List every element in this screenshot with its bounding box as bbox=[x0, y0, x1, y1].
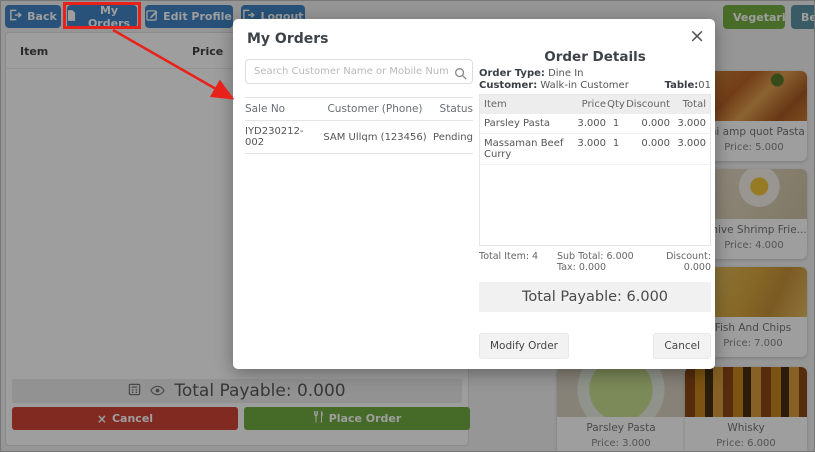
cart-cancel-label: Cancel bbox=[111, 412, 154, 425]
food-name: Parsley Pasta bbox=[586, 422, 656, 434]
food-name: Whisky bbox=[727, 422, 765, 434]
order-search-input[interactable] bbox=[245, 59, 473, 84]
item-row: Massaman Beef Curry 3.000 1 0.000 3.000 bbox=[480, 134, 710, 165]
back-button[interactable]: Back bbox=[5, 5, 61, 28]
items-header-discount: Discount bbox=[626, 99, 670, 110]
item-total: 3.000 bbox=[677, 118, 706, 129]
fork-knife-icon bbox=[313, 411, 324, 426]
modal-cancel-button[interactable]: Cancel bbox=[653, 333, 711, 359]
food-image-parsley-pasta bbox=[557, 367, 685, 417]
discount-total: Discount: 0.000 bbox=[666, 251, 711, 273]
item-price: 3.000 bbox=[577, 118, 606, 129]
category-beverages-button[interactable]: Beverages bbox=[791, 5, 814, 29]
items-header-total: Total bbox=[682, 99, 706, 110]
order-status-badge: Pending bbox=[433, 131, 473, 143]
exit-arrow-icon bbox=[9, 9, 23, 24]
tax: Tax: 0.000 bbox=[557, 262, 607, 273]
item-qty: 1 bbox=[612, 138, 620, 149]
table-number: 01 bbox=[698, 80, 711, 91]
cart-cancel-button[interactable]: × Cancel bbox=[12, 407, 238, 430]
item-name: Massaman Beef Curry bbox=[484, 138, 564, 160]
category-vegetarian-button[interactable]: Vegetarian bbox=[723, 5, 785, 29]
order-row[interactable]: IYD230212-002 SAM Ullqm (123456) Pending bbox=[245, 121, 473, 154]
item-qty: 1 bbox=[612, 118, 620, 129]
edit-profile-button[interactable]: Edit Profile bbox=[145, 5, 233, 28]
order-search bbox=[245, 59, 473, 84]
food-card[interactable]: Parsley Pasta Price: 3.000 bbox=[557, 367, 685, 451]
item-row: Parsley Pasta 3.000 1 0.000 3.000 bbox=[480, 114, 710, 134]
orders-table-header: Sale No Customer (Phone) Status bbox=[245, 97, 473, 121]
place-order-button[interactable]: Place Order bbox=[244, 407, 470, 430]
order-type-value: Dine In bbox=[548, 68, 584, 79]
search-icon[interactable] bbox=[454, 65, 467, 84]
orders-table: Sale No Customer (Phone) Status IYD23021… bbox=[245, 97, 473, 154]
customer-line: Customer: Walk-in Customer Table:01 bbox=[479, 80, 711, 91]
items-header-item: Item bbox=[484, 99, 507, 110]
order-type-label: Order Type: bbox=[479, 68, 545, 79]
header-sale-no: Sale No bbox=[245, 103, 286, 115]
food-name: Chive Shrimp Frie... bbox=[704, 224, 807, 236]
order-details-panel: Order Details Order Type: Dine In Custom… bbox=[479, 49, 711, 359]
edit-profile-label: Edit Profile bbox=[163, 10, 232, 23]
food-price: Price: 3.000 bbox=[591, 438, 651, 449]
edit-pencil-icon bbox=[146, 9, 158, 24]
order-sale-no: IYD230212-002 bbox=[245, 126, 304, 148]
order-totals-row: Total Item: 4 Sub Total: 6.000 Tax: 0.00… bbox=[479, 251, 711, 273]
cart-total-payable-bar: Total Payable: 0.000 bbox=[12, 379, 462, 403]
customer-value: Walk-in Customer bbox=[540, 80, 629, 91]
eye-icon[interactable] bbox=[150, 381, 166, 401]
order-details-heading: Order Details bbox=[544, 49, 646, 65]
food-image-fish-chips bbox=[699, 267, 807, 317]
sub-total: Sub Total: 6.000 bbox=[557, 251, 634, 262]
order-customer-phone: SAM Ullqm (123456) bbox=[323, 131, 427, 143]
item-discount: 0.000 bbox=[641, 138, 670, 149]
modify-order-button[interactable]: Modify Order bbox=[479, 333, 569, 359]
subtotal-tax-block: Sub Total: 6.000 Tax: 0.000 bbox=[557, 251, 647, 273]
my-orders-modal: My Orders × Sale No Customer (Phone) Sta… bbox=[233, 19, 715, 369]
food-price: Price: 4.000 bbox=[724, 240, 784, 251]
items-header-qty: Qty bbox=[607, 99, 625, 110]
food-price: Price: 6.000 bbox=[716, 438, 776, 449]
items-table: Item Price Qty Discount Total Parsley Pa… bbox=[479, 94, 711, 246]
food-name: chi amp quot Pasta bbox=[704, 126, 805, 138]
food-image-fried-rice bbox=[701, 169, 807, 219]
item-price: 3.000 bbox=[577, 138, 606, 149]
cart-column-item: Item bbox=[20, 45, 49, 58]
order-type-line: Order Type: Dine In bbox=[479, 68, 711, 79]
item-total: 3.000 bbox=[677, 138, 706, 149]
food-card[interactable]: Fish And Chips Price: 7.000 bbox=[699, 267, 807, 357]
modal-close-button[interactable]: × bbox=[689, 25, 705, 47]
food-card[interactable]: chi amp quot Pasta Price: 5.000 bbox=[701, 71, 807, 161]
back-label: Back bbox=[27, 10, 57, 23]
header-status: Status bbox=[439, 103, 473, 115]
header-customer-phone: Customer (Phone) bbox=[327, 103, 423, 115]
document-icon bbox=[67, 9, 76, 24]
calculator-icon[interactable] bbox=[128, 381, 141, 401]
items-table-header: Item Price Qty Discount Total bbox=[480, 95, 710, 114]
modal-total-payable: Total Payable: 6.000 bbox=[479, 282, 711, 312]
customer-label: Customer: bbox=[479, 80, 538, 91]
place-order-label: Place Order bbox=[328, 412, 402, 425]
cart-total-payable-text: Total Payable: 0.000 bbox=[174, 381, 346, 401]
food-price: Price: 5.000 bbox=[724, 142, 784, 153]
item-name: Parsley Pasta bbox=[484, 118, 551, 129]
modal-title: My Orders bbox=[247, 31, 329, 47]
food-image-whisky bbox=[685, 367, 807, 417]
food-card[interactable]: Chive Shrimp Frie... Price: 4.000 bbox=[701, 169, 807, 259]
food-card[interactable]: Whisky Price: 6.000 bbox=[685, 367, 807, 451]
table-label: Table: bbox=[664, 80, 699, 91]
food-image-penne-pasta bbox=[701, 71, 807, 121]
close-icon: × bbox=[689, 25, 705, 47]
food-price: Price: 7.000 bbox=[723, 338, 783, 349]
total-item-count: Total Item: 4 bbox=[479, 251, 539, 262]
item-discount: 0.000 bbox=[641, 118, 670, 129]
food-name: Fish And Chips bbox=[714, 322, 792, 334]
items-header-price: Price bbox=[581, 99, 606, 110]
x-icon: × bbox=[96, 411, 107, 426]
